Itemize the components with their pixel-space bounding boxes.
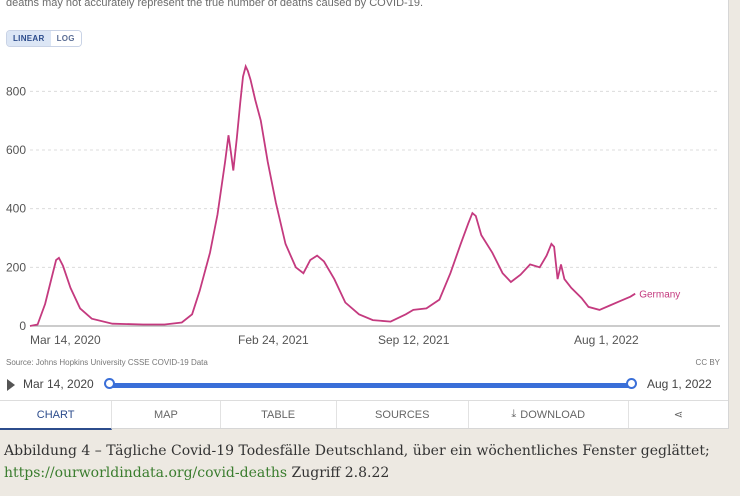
chart-card: deaths may not accurately represent the … xyxy=(0,0,729,430)
y-tick-label: 400 xyxy=(6,202,26,216)
line-chart: 0 200 400 600 800 Mar 14, 2020 Feb 24, 2021 … xyxy=(6,63,720,347)
tab-table[interactable]: TABLE xyxy=(221,401,337,428)
y-tick-label: 600 xyxy=(6,143,26,157)
download-icon: ⤓ xyxy=(511,408,517,420)
scale-toggle: LINEAR LOG xyxy=(6,30,82,47)
caption-suffix: Zugriff 2.8.22 xyxy=(287,465,390,481)
x-tick-label: Feb 24, 2021 xyxy=(238,333,309,347)
y-tick-label: 0 xyxy=(19,319,26,333)
linear-scale-button[interactable]: LINEAR xyxy=(7,31,51,46)
x-axis: Mar 14, 2020 Feb 24, 2021 Sep 12, 2021 A… xyxy=(30,333,639,347)
series-label-germany: Germany xyxy=(639,290,680,301)
caption-text: Abbildung 4 – Tägliche Covid-19 Todesfäl… xyxy=(4,443,710,459)
tab-bar: CHART MAP TABLE SOURCES ⤓ DOWNLOAD ⋖ xyxy=(0,400,728,430)
figure-caption: Abbildung 4 – Tägliche Covid-19 Todesfäl… xyxy=(4,440,736,484)
timeline-end-handle[interactable] xyxy=(626,378,637,389)
caption-link[interactable]: https://ourworldindata.org/covid-deaths xyxy=(4,465,288,481)
log-scale-button[interactable]: LOG xyxy=(50,31,81,46)
series-line-germany[interactable] xyxy=(29,63,636,327)
timeline-track[interactable] xyxy=(110,383,632,388)
tab-chart[interactable]: CHART xyxy=(0,401,113,430)
tab-download-label: DOWNLOAD xyxy=(520,408,586,421)
tab-share[interactable]: ⋖ xyxy=(629,401,728,428)
timeline-end-label: Aug 1, 2022 xyxy=(647,377,712,391)
x-tick-label: Aug 1, 2022 xyxy=(574,333,639,347)
x-tick-label: Sep 12, 2021 xyxy=(378,333,450,347)
timeline: Mar 14, 2020 Aug 1, 2022 xyxy=(0,372,728,400)
timeline-start-handle[interactable] xyxy=(104,378,115,389)
timeline-start-label: Mar 14, 2020 xyxy=(23,377,94,391)
x-tick-label: Mar 14, 2020 xyxy=(30,333,101,347)
y-axis: 0 200 400 600 800 xyxy=(6,84,26,333)
source-text: Source: Johns Hopkins University CSSE CO… xyxy=(6,358,208,367)
y-tick-label: 800 xyxy=(6,84,26,98)
chart-grid xyxy=(30,90,720,327)
tab-map[interactable]: MAP xyxy=(112,401,221,428)
chart-note: deaths may not accurately represent the … xyxy=(6,0,424,9)
license-link[interactable]: CC BY xyxy=(695,358,720,367)
y-tick-label: 200 xyxy=(6,260,26,274)
tab-sources[interactable]: SOURCES xyxy=(337,401,469,428)
play-icon[interactable] xyxy=(7,379,15,391)
share-icon: ⋖ xyxy=(673,409,683,421)
tab-download[interactable]: ⤓ DOWNLOAD xyxy=(469,401,629,428)
